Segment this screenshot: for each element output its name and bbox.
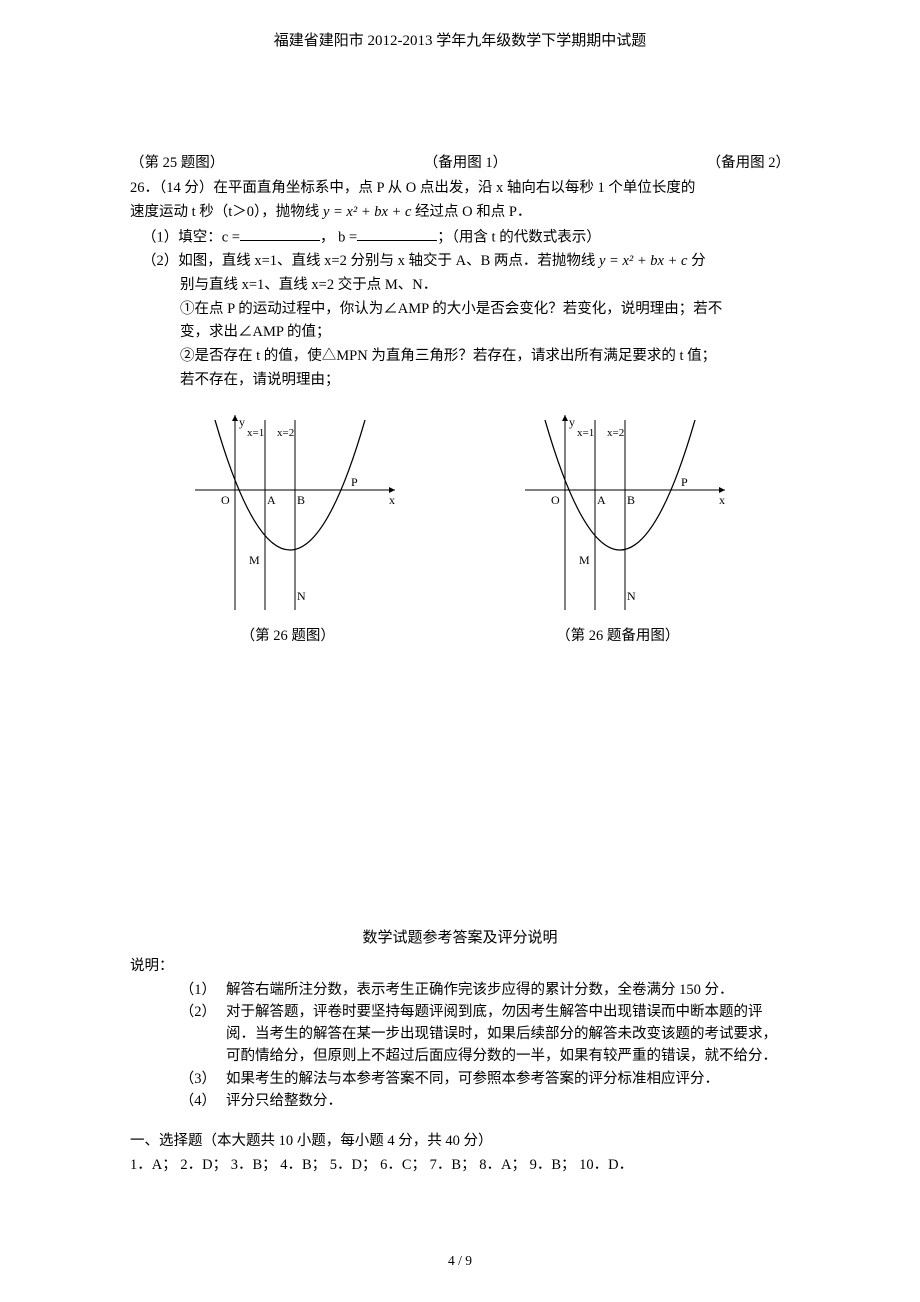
label-x: x — [389, 493, 395, 507]
row-26-captions: （第 26 题图） （第 26 题备用图） — [130, 626, 790, 648]
label-x2-2: x=2 — [607, 427, 624, 439]
problem-26-q2-d1: ①在点 P 的运动过程中，你认为∠AMP 的大小是否会变化？若变化，说明理由；若… — [130, 299, 790, 321]
text-frag: ， b = — [320, 229, 357, 245]
page-header: 福建省建阳市 2012-2013 学年九年级数学下学期期中试题 — [130, 30, 790, 53]
note-2: （2） 对于解答题，评卷时要坚持每题评阅到底，勿因考生解答中出现错误而中断本题的… — [130, 1002, 790, 1067]
answers-title: 数学试题参考答案及评分说明 — [130, 927, 790, 950]
blank-b — [357, 226, 437, 242]
section-1-answers: 1．A； 2．D； 3．B； 4．B； 5．D； 6．C； 7．B； 8．A； … — [130, 1155, 790, 1177]
note-3: （3） 如果考生的解法与本参考答案不同，可参照本参考答案的评分标准相应评分． — [130, 1069, 790, 1091]
section-1-title: 一、选择题（本大题共 10 小题，每小题 4 分，共 40 分） — [130, 1131, 790, 1153]
text-frag: 速度运动 t 秒（t＞0），抛物线 — [130, 204, 323, 220]
problem-26-q1: （1）填空：c = ， b = ；（用含 t 的代数式表示） — [130, 226, 790, 249]
label-A: A — [267, 493, 276, 507]
formula-2: y = x² + bx + c — [599, 253, 687, 269]
caption-26-left: （第 26 题图） — [241, 626, 335, 648]
problem-26-q2-c: 别与直线 x=1、直线 x=2 交于点 M、N． — [130, 275, 790, 297]
label-P2: P — [681, 475, 688, 489]
problem-26-q2-d2: 变，求出∠AMP 的值； — [130, 322, 790, 344]
caption-25-left: （第 25 题图） — [130, 153, 224, 175]
problem-26-q2-e2: 若不存在，请说明理由； — [130, 370, 790, 392]
blank-c — [240, 226, 320, 242]
label-N2: N — [627, 589, 636, 603]
label-B2: B — [627, 493, 635, 507]
caption-25-right: （备用图 2） — [707, 153, 790, 175]
caption-25-mid: （备用图 1） — [424, 153, 507, 175]
label-M: M — [249, 553, 260, 567]
formula-1: y = x² + bx + c — [323, 204, 411, 220]
label-y2: y — [569, 415, 575, 429]
problem-26-line2: 速度运动 t 秒（t＞0），抛物线 y = x² + bx + c 经过点 O … — [130, 202, 790, 224]
note-num: （3） — [130, 1069, 226, 1091]
row-25-captions: （第 25 题图） （备用图 1） （备用图 2） — [130, 153, 790, 175]
figures-26: y x O A B P M N x=1 x=2 y x O A — [130, 410, 790, 620]
note-text: 解答右端所注分数，表示考生正确作完该步应得的累计分数，全卷满分 150 分． — [226, 980, 790, 1002]
label-B: B — [297, 493, 305, 507]
problem-26-line1: 26．（14 分）在平面直角坐标系中，点 P 从 O 点出发，沿 x 轴向右以每… — [130, 178, 790, 200]
figure-26-left: y x O A B P M N x=1 x=2 — [185, 410, 405, 620]
note-num: （4） — [130, 1091, 226, 1113]
label-x1: x=1 — [247, 427, 264, 439]
problem-26-q2-a: （2）如图，直线 x=1、直线 x=2 分别与 x 轴交于 A、B 两点．若抛物… — [130, 251, 790, 273]
problem-26-q2-e1: ②是否存在 t 的值，使△MPN 为直角三角形？若存在，请求出所有满足要求的 t… — [130, 346, 790, 368]
page-footer: 4 / 9 — [130, 1251, 790, 1271]
label-x2: x=2 — [277, 427, 294, 439]
label-P: P — [351, 475, 358, 489]
note-text: 评分只给整数分． — [226, 1091, 790, 1113]
label-O2: O — [551, 493, 560, 507]
note-text: 对于解答题，评卷时要坚持每题评阅到底，勿因考生解答中出现错误而中断本题的评阅．当… — [226, 1002, 790, 1067]
note-4: （4） 评分只给整数分． — [130, 1091, 790, 1113]
note-num: （1） — [130, 980, 226, 1002]
notes-label: 说明： — [130, 956, 790, 978]
text-frag: ；（用含 t 的代数式表示） — [437, 229, 601, 245]
label-O: O — [221, 493, 230, 507]
text-frag: 分 — [687, 253, 705, 269]
caption-26-right: （第 26 题备用图） — [556, 626, 679, 648]
label-A2: A — [597, 493, 606, 507]
label-M2: M — [579, 553, 590, 567]
text-frag: （1）填空：c = — [142, 229, 240, 245]
label-y: y — [239, 415, 245, 429]
note-1: （1） 解答右端所注分数，表示考生正确作完该步应得的累计分数，全卷满分 150 … — [130, 980, 790, 1002]
page-content: 福建省建阳市 2012-2013 学年九年级数学下学期期中试题 （第 25 题图… — [0, 0, 920, 1271]
figure-26-right: y x O A B P M N x=1 x=2 — [515, 410, 735, 620]
note-text: 如果考生的解法与本参考答案不同，可参照本参考答案的评分标准相应评分． — [226, 1069, 790, 1091]
text-frag: （2）如图，直线 x=1、直线 x=2 分别与 x 轴交于 A、B 两点．若抛物… — [142, 253, 599, 269]
label-x-2: x — [719, 493, 725, 507]
label-x1-2: x=1 — [577, 427, 594, 439]
note-num: （2） — [130, 1002, 226, 1067]
label-N: N — [297, 589, 306, 603]
text-frag: 经过点 O 和点 P． — [411, 204, 531, 220]
